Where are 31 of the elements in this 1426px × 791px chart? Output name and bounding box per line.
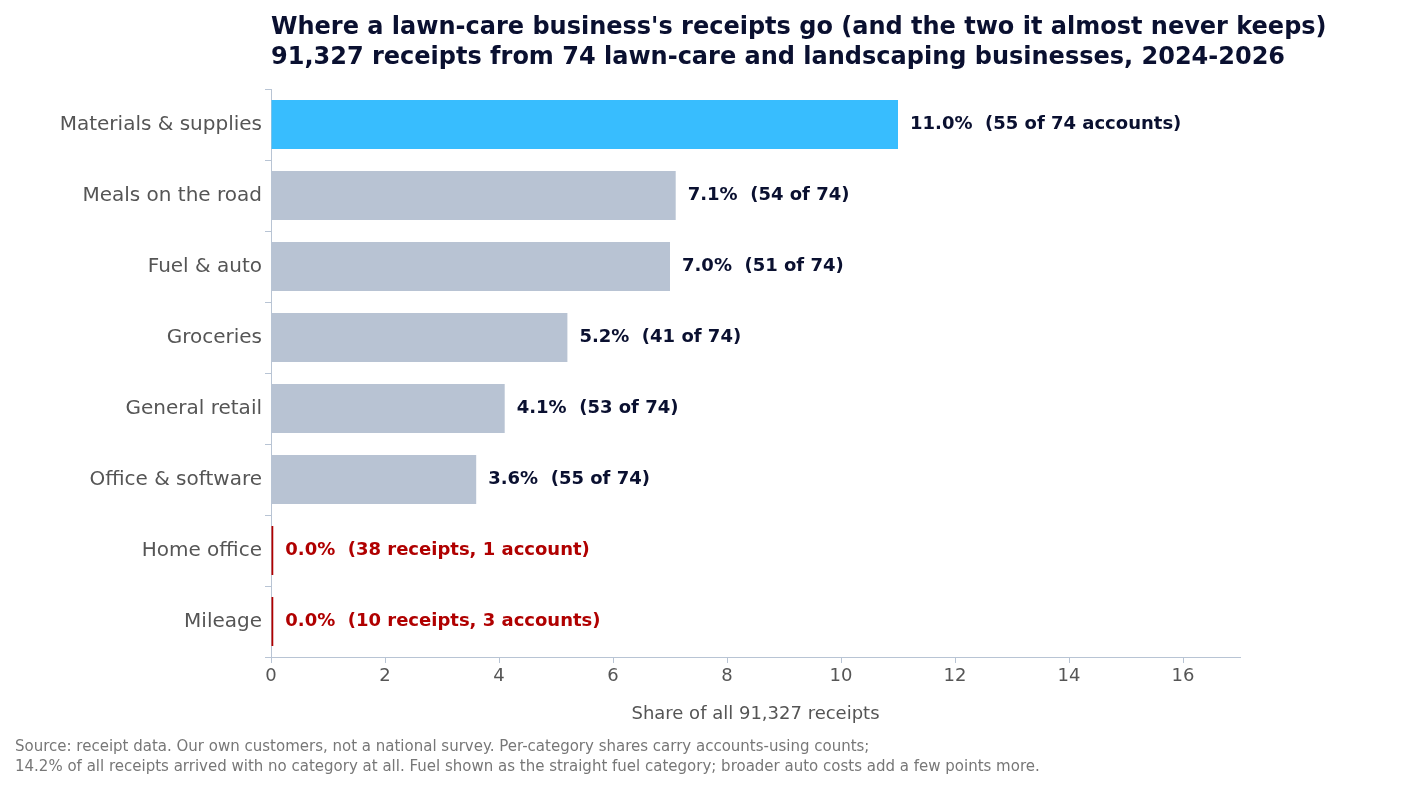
data-label: 7.1% (54 of 74) xyxy=(687,183,850,205)
data-label: 0.0% (38 receipts, 1 account) xyxy=(285,538,590,560)
data-label: 0.0% (10 receipts, 3 accounts) xyxy=(285,609,601,631)
source-note: Source: receipt data. Our own customers, not a national survey. Per-category shares carry accounts-using counts; xyxy=(15,736,871,756)
x-tick-label: 14 xyxy=(1057,664,1081,686)
x-tick-label: 2 xyxy=(379,664,391,686)
text: 14.2% of all receipts arrived with no category at all. Fuel shown as the straight fuel category; broader auto costs add a few points more. xyxy=(15,756,1040,776)
chart-subtitle: 91,327 receipts from 74 lawn-care and landscaping businesses, 2024-2026 xyxy=(271,42,1286,70)
data-label: 5.2% (41 of 74) xyxy=(579,325,742,347)
x-tick-label: 16 xyxy=(1171,664,1195,686)
x-tick-label: 4 xyxy=(493,664,505,686)
x-tick-label: 10 xyxy=(829,664,853,686)
y-tick-label: Mileage xyxy=(184,607,262,632)
x-tick-label: 0 xyxy=(265,664,277,686)
data-label: 11.0% (55 of 74 accounts) xyxy=(910,112,1182,134)
x-tick-label: 6 xyxy=(607,664,619,686)
y-tick-label: Meals on the road xyxy=(82,181,262,206)
data-label: 7.0% (51 of 74) xyxy=(682,254,844,276)
y-tick-label: Home office xyxy=(141,536,262,561)
bar xyxy=(271,100,898,149)
y-tick-label: Fuel & auto xyxy=(147,252,262,277)
y-tick-label: Office & software xyxy=(89,465,262,490)
data-label: 3.6% (55 of 74) xyxy=(488,467,650,489)
y-tick-label: Materials & supplies xyxy=(59,110,262,135)
x-axis-title: Share of all 91,327 receipts xyxy=(631,701,880,723)
y-tick-label: General retail xyxy=(125,394,262,419)
y-tick-label: Groceries xyxy=(166,323,262,348)
x-tick-label: 12 xyxy=(943,664,967,686)
chart-title: Where a lawn-care business's receipts go (and the two it almost never keeps) xyxy=(271,12,1327,40)
x-tick-label: 8 xyxy=(721,664,733,686)
data-label: 4.1% (53 of 74) xyxy=(516,396,679,418)
